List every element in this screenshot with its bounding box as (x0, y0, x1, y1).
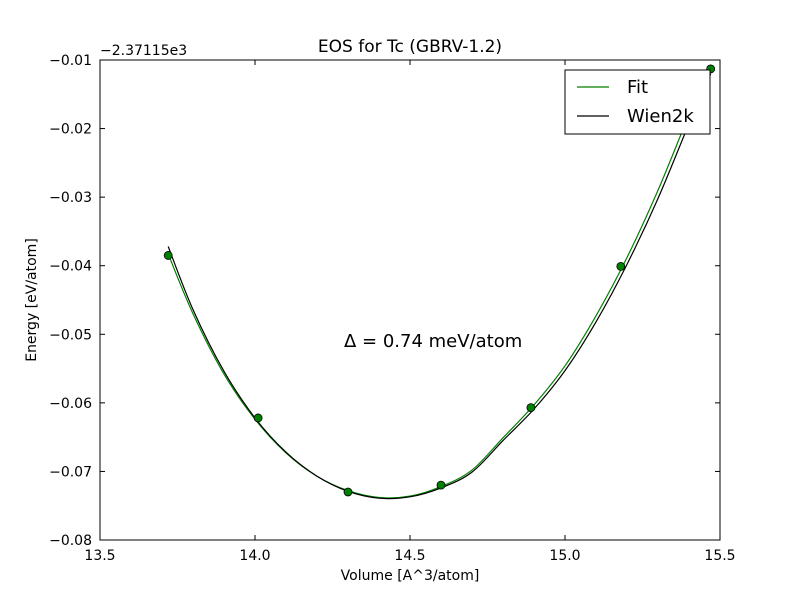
legend: Fit Wien2k (564, 69, 711, 135)
chart-title: EOS for Tc (GBRV-1.2) (318, 37, 502, 57)
data-point (343, 487, 353, 497)
data-point (163, 251, 173, 260)
axis-ticks: 13.5 14.0 14.5 15.0 15.5 −0.08 −0.07 −0.06 −0.05… (49, 53, 735, 564)
y-tick-label: −0.05 (49, 327, 92, 343)
legend-label-fit: Fit (627, 77, 648, 98)
data-point (253, 413, 263, 423)
legend-box (564, 69, 711, 135)
x-tick-label: 15.5 (704, 548, 735, 564)
y-tick-label: −0.07 (49, 464, 92, 480)
y-tick-label: −0.08 (49, 533, 92, 549)
plot-series (163, 64, 716, 500)
delta-annotation: Δ = 0.74 meV/atom (344, 331, 522, 352)
data-point (436, 480, 446, 490)
x-tick-label: 15.0 (549, 548, 580, 564)
data-point (616, 261, 626, 271)
y-tick-label: −0.01 (49, 53, 92, 69)
x-tick-label: 14.5 (394, 548, 425, 564)
y-tick-label: −0.02 (49, 122, 92, 138)
x-tick-label: 13.5 (84, 548, 115, 564)
y-offset-label: −2.37115e3 (100, 43, 187, 59)
y-tick-label: −0.04 (49, 259, 92, 275)
plot-frame (99, 59, 721, 541)
y-tick-label: −0.03 (49, 190, 92, 206)
y-tick-label: −0.06 (49, 396, 92, 412)
x-tick-label: 14.0 (239, 548, 270, 564)
x-axis-title: Volume [A^3/atom] (341, 568, 480, 584)
y-axis-title: Energy [eV/atom] (24, 238, 40, 362)
data-point (526, 403, 536, 413)
legend-label-wien2k: Wien2k (627, 106, 694, 127)
series-line-wien2k (167, 73, 712, 500)
